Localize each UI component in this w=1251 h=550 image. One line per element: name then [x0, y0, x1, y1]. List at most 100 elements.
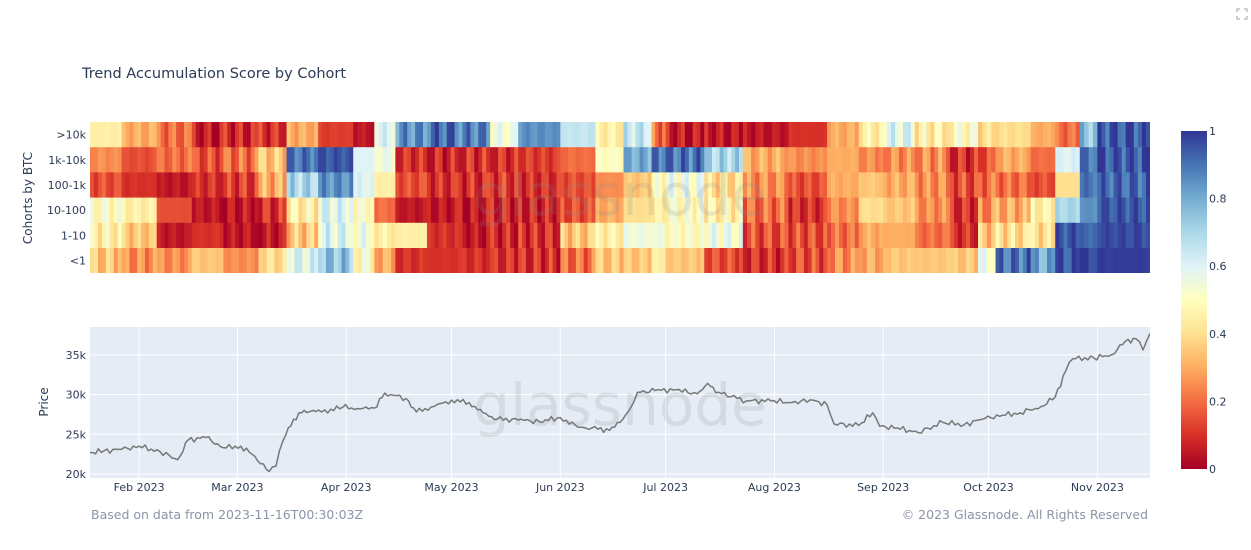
heatmap-cell [854, 172, 860, 198]
heatmap-cell [647, 122, 653, 148]
heatmap-cell [895, 248, 900, 273]
heatmap-cell [823, 248, 828, 273]
heatmap-cell [623, 147, 629, 173]
heatmap-cell [1088, 222, 1094, 249]
heatmap-cell [599, 122, 605, 148]
heatmap-cell [995, 147, 1001, 173]
heatmap-cell [771, 172, 777, 198]
heatmap-cell [133, 147, 138, 173]
heatmap-cell [883, 197, 888, 224]
heatmap-cell [922, 197, 928, 224]
heatmap-cell [1117, 122, 1123, 148]
heatmap-cell [1003, 122, 1008, 148]
heatmap-cell [286, 172, 292, 198]
heatmap-cell [643, 197, 649, 224]
heatmap-cell [1092, 172, 1098, 198]
heatmap-cell [800, 222, 805, 249]
heatmap-cell [595, 197, 601, 224]
heatmap-cell [187, 222, 193, 249]
heatmap-cell [246, 197, 252, 224]
heatmap-cell [823, 172, 828, 198]
heatmap-cell [141, 197, 146, 224]
heatmap-cell [411, 197, 416, 224]
heatmap-cell [982, 147, 988, 173]
heatmap-cell [995, 122, 1001, 148]
heatmap-cell [854, 222, 860, 249]
heatmap-cell [1047, 122, 1052, 148]
heatmap-cell [1071, 122, 1077, 148]
heatmap-cell [866, 147, 872, 173]
price-x-tick-label: Nov 2023 [1071, 481, 1124, 494]
heatmap-cell [568, 248, 573, 273]
heatmap-cell [235, 172, 240, 198]
heatmap-cell [949, 147, 955, 173]
heatmap-cell [982, 222, 988, 249]
heatmap-cell [545, 122, 550, 148]
heatmap-cell [1063, 172, 1069, 198]
heatmap-cell [403, 222, 408, 249]
heatmap-cell [274, 248, 280, 273]
heatmap-cell [635, 147, 641, 173]
heatmap-cell [223, 172, 228, 198]
heatmap-cell [603, 197, 609, 224]
heatmap-cell [423, 248, 428, 273]
heatmap-cell [337, 248, 343, 273]
heatmap-cell [842, 147, 848, 173]
heatmap-cell [254, 122, 260, 148]
heatmap-cell [623, 222, 629, 249]
heatmap-cell [470, 248, 475, 273]
heatmap-cell [673, 172, 678, 198]
heatmap-cell [1101, 248, 1107, 273]
heatmap-cell [643, 147, 649, 173]
heatmap-cell [374, 122, 380, 148]
heatmap-cell [910, 222, 916, 249]
heatmap-cell [965, 222, 971, 249]
heatmap-cell [502, 147, 507, 173]
heatmap-cell [1071, 197, 1077, 224]
heatmap-cell [655, 197, 660, 224]
heatmap-cell [121, 122, 127, 148]
heatmap-cell [506, 147, 511, 173]
heatmap-cell [1055, 197, 1060, 224]
heatmap-cell [1026, 147, 1032, 173]
heatmap-cell [246, 248, 252, 273]
heatmap-cell [286, 122, 292, 148]
heatmap-cell [191, 122, 197, 148]
heatmap-cell [426, 122, 432, 148]
heatmap-cell [482, 248, 487, 273]
heatmap-cell [133, 122, 138, 148]
heatmap-cell [434, 147, 440, 173]
colorbar-tick-label: 1 [1209, 125, 1216, 138]
heatmap-cell [552, 147, 558, 173]
heatmap-cell [374, 147, 380, 173]
heatmap-cell [117, 172, 123, 198]
heatmap-cell [506, 248, 511, 273]
heatmap-cell [735, 147, 740, 173]
heatmap-cell [144, 147, 150, 173]
heatmap-cell [325, 122, 331, 148]
heatmap-cell [290, 122, 296, 148]
heatmap-cell [788, 147, 793, 173]
heatmap-cell [137, 197, 142, 224]
heatmap-cell [883, 222, 888, 249]
heatmap-cell [788, 197, 793, 224]
heatmap-cell [172, 248, 177, 273]
heatmap-cell [125, 248, 130, 273]
heatmap-cell [776, 172, 781, 198]
heatmap-cell [942, 147, 947, 173]
heatmap-cell [647, 248, 653, 273]
heatmap-cell [525, 147, 531, 173]
heatmap-cell [1038, 248, 1044, 273]
heatmap-cell [1113, 122, 1119, 148]
heatmap-cell [442, 248, 448, 273]
heatmap-cell [1003, 248, 1008, 273]
heatmap-cell [1022, 147, 1028, 173]
heatmap-cell [187, 147, 193, 173]
heatmap-cell [462, 147, 468, 173]
expand-icon[interactable] [1236, 8, 1248, 20]
heatmap-cell [227, 147, 232, 173]
heatmap-cell [1109, 197, 1115, 224]
heatmap-cell [1092, 122, 1098, 148]
heatmap-cell [395, 222, 400, 249]
heatmap-cell [101, 172, 107, 198]
